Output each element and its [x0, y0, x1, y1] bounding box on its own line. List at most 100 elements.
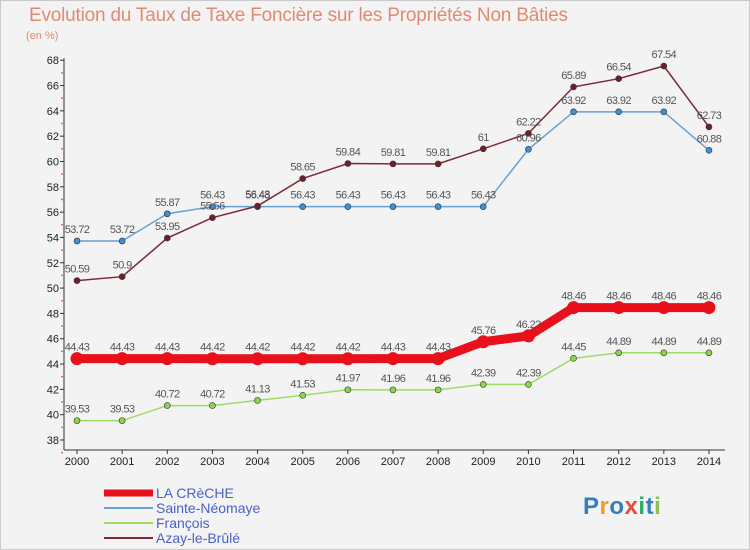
data-point [344, 160, 352, 167]
y-tick-label: 42 [47, 384, 59, 396]
data-label: 55.87 [155, 197, 180, 209]
y-minor-tick [61, 350, 63, 353]
legend-label: LA CRèCHE [156, 485, 234, 501]
data-label: 40.72 [200, 389, 225, 401]
data-label: 55.56 [200, 201, 225, 213]
y-minor-tick [61, 426, 63, 429]
data-label: 56.43 [426, 190, 451, 202]
data-label: 59.81 [426, 147, 451, 159]
data-point [115, 352, 129, 366]
data-point [612, 301, 626, 315]
data-label: 63.92 [561, 95, 586, 107]
y-minor-tick [61, 223, 63, 226]
data-label: 44.43 [381, 342, 406, 354]
data-point [479, 203, 487, 210]
y-tick-label: 40 [47, 410, 59, 422]
data-label: 66.54 [606, 62, 631, 74]
y-minor-tick [61, 198, 63, 201]
y-minor-tick [61, 122, 63, 125]
x-tick-label: 2001 [110, 456, 134, 468]
y-tick-label: 56 [47, 207, 59, 219]
y-minor-tick [61, 325, 63, 327]
data-point [570, 83, 577, 91]
data-label: 44.89 [652, 336, 677, 348]
x-tick-label: 2008 [426, 456, 450, 468]
data-label: 41.53 [290, 378, 315, 390]
y-tick-label: 64 [47, 106, 59, 118]
logo-letter: x [624, 493, 639, 520]
y-tick-label: 62 [47, 131, 59, 143]
x-tick-label: 2003 [200, 456, 224, 468]
data-point [525, 381, 532, 388]
data-point [209, 214, 216, 221]
data-label: 53.72 [110, 224, 135, 236]
data-point [163, 402, 171, 409]
data-point [570, 108, 577, 116]
x-tick-label: 2013 [652, 456, 676, 468]
data-point [163, 234, 171, 242]
data-label: 41.96 [381, 373, 406, 385]
data-label: 50.59 [65, 264, 90, 276]
data-label: 56.48 [245, 189, 270, 201]
data-point [205, 352, 219, 366]
y-minor-tick [61, 299, 63, 302]
data-point [163, 210, 171, 218]
data-point [702, 301, 716, 315]
data-point [299, 392, 307, 399]
data-point [615, 75, 622, 82]
logo-letter: P [583, 493, 600, 520]
data-point [386, 352, 400, 366]
legend-label: Sainte-Néomaye [156, 500, 260, 516]
data-point [389, 160, 397, 168]
data-point [254, 202, 261, 210]
data-label: 44.45 [561, 341, 586, 353]
data-label: 44.42 [200, 342, 225, 354]
data-point [73, 237, 81, 245]
proxiti-logo: Proxiti [583, 493, 661, 521]
data-point [254, 397, 261, 404]
data-label: 56.43 [200, 190, 225, 202]
data-label: 42.39 [471, 367, 496, 379]
logo-letter: r [599, 493, 610, 520]
data-point [615, 108, 622, 116]
y-tick-label: 50 [47, 283, 59, 295]
data-point [570, 355, 577, 362]
data-point [657, 301, 671, 315]
data-point [118, 237, 126, 245]
y-minor-tick [61, 147, 63, 150]
y-tick-label: 60 [47, 156, 59, 168]
data-label: 59.84 [336, 147, 361, 159]
legend-label: François [156, 515, 210, 531]
data-label: 48.46 [697, 291, 722, 303]
data-label: 40.72 [155, 389, 180, 401]
data-label: 58.65 [290, 162, 315, 174]
data-point [118, 273, 126, 280]
x-tick-label: 2011 [562, 456, 586, 468]
data-label: 65.89 [561, 70, 586, 82]
data-point [525, 130, 532, 137]
y-minor-tick [61, 71, 63, 74]
data-point [299, 175, 307, 182]
data-point [434, 160, 442, 168]
x-tick-label: 2006 [336, 456, 360, 468]
logo-letter: i [638, 493, 646, 520]
data-label: 59.81 [381, 147, 406, 159]
data-point [118, 417, 126, 424]
x-tick-label: 2012 [606, 456, 630, 468]
data-point [525, 146, 532, 153]
y-minor-tick [61, 451, 63, 454]
data-point [431, 352, 445, 366]
y-tick-label: 46 [47, 334, 59, 346]
y-minor-tick [61, 97, 63, 100]
data-point [660, 62, 668, 70]
data-label: 60.88 [697, 133, 722, 145]
chart-subtitle: (en %) [26, 30, 59, 42]
data-label: 44.42 [245, 342, 270, 354]
data-point [705, 147, 713, 154]
data-label: 39.53 [110, 404, 135, 416]
data-point [434, 203, 442, 210]
data-point [434, 386, 442, 394]
data-label: 44.43 [65, 342, 90, 354]
